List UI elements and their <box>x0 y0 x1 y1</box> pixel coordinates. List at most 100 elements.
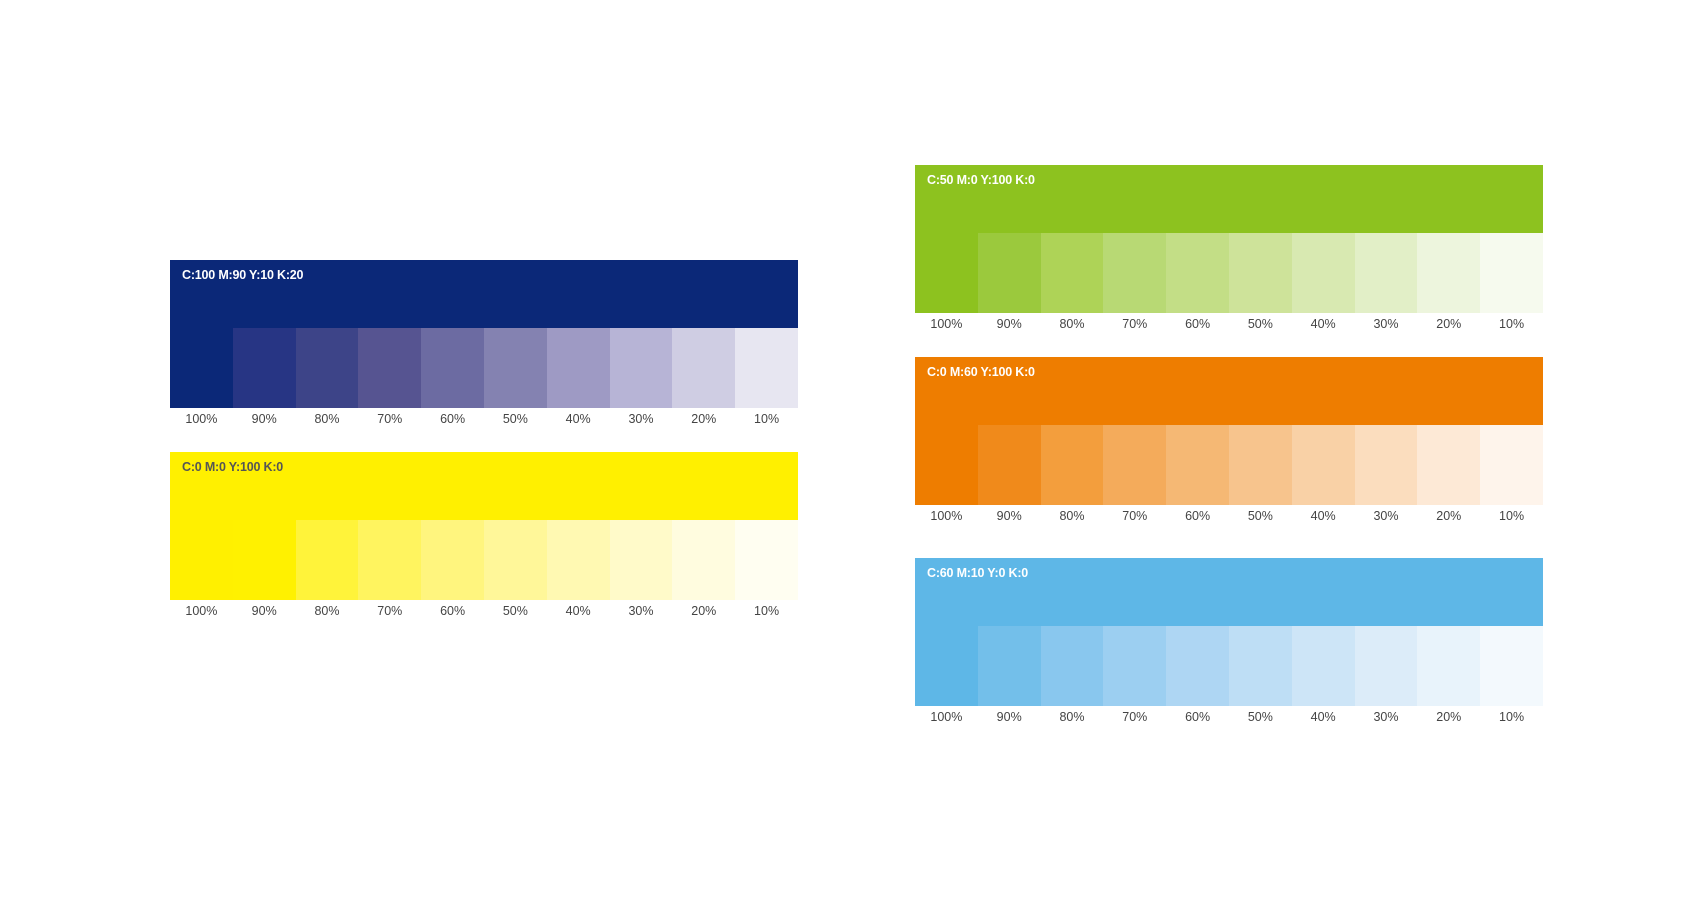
cmyk-code-label: C:0 M:60 Y:100 K:0 <box>927 365 1035 379</box>
swatch-40-percent <box>546 520 610 600</box>
palette-base-band: C:0 M:0 Y:100 K:0 <box>170 452 798 520</box>
percent-label: 20% <box>1436 509 1462 523</box>
percent-label: 50% <box>502 604 528 618</box>
percent-label: 10% <box>754 604 780 618</box>
percent-label: 40% <box>1310 317 1336 331</box>
tint-swatch-row <box>915 233 1543 313</box>
percent-label: 50% <box>1247 710 1273 724</box>
tint-percent-labels: 100% 90% 80% 70% 60% 50% 40% 30% 20% 10% <box>170 408 798 430</box>
tint-percent-labels: 100% 90% 80% 70% 60% 50% 40% 30% 20% 10% <box>170 600 798 622</box>
percent-label: 40% <box>1310 710 1336 724</box>
percent-label: 70% <box>377 412 403 426</box>
percent-label: 60% <box>440 604 466 618</box>
swatch-80-percent <box>1040 626 1104 706</box>
percent-label: 100% <box>930 317 963 331</box>
swatch-40-percent <box>1291 233 1355 313</box>
percent-label: 90% <box>251 604 277 618</box>
tint-percent-labels: 100% 90% 80% 70% 60% 50% 40% 30% 20% 10% <box>915 505 1543 527</box>
swatch-60-percent <box>1166 425 1229 505</box>
percent-label: 30% <box>1373 710 1399 724</box>
percent-label: 90% <box>996 509 1022 523</box>
swatch-60-percent <box>1166 626 1229 706</box>
swatch-70-percent <box>358 328 422 408</box>
swatch-30-percent <box>1354 425 1418 505</box>
percent-label: 30% <box>628 604 654 618</box>
percent-label: 10% <box>754 412 780 426</box>
percent-label: 70% <box>1122 317 1148 331</box>
percent-label: 40% <box>1310 509 1336 523</box>
swatch-40-percent <box>546 328 610 408</box>
palette-base-band: C:100 M:90 Y:10 K:20 <box>170 260 798 328</box>
swatch-70-percent <box>358 520 422 600</box>
percent-label: 90% <box>251 412 277 426</box>
percent-label: 10% <box>1499 710 1525 724</box>
percent-label: 10% <box>1499 509 1525 523</box>
swatch-30-percent <box>1354 233 1418 313</box>
swatch-10-percent <box>735 328 798 408</box>
color-palette-green: C:50 M:0 Y:100 K:0 100% 90% 80% 70% 60% 50% 40… <box>915 165 1543 335</box>
percent-label: 70% <box>377 604 403 618</box>
percent-label: 80% <box>1059 710 1085 724</box>
tint-swatch-row <box>915 425 1543 505</box>
swatch-60-percent <box>1166 233 1229 313</box>
percent-label: 80% <box>314 604 340 618</box>
swatch-20-percent <box>672 520 736 600</box>
percent-label: 100% <box>185 604 218 618</box>
swatch-10-percent <box>1480 626 1543 706</box>
swatch-70-percent <box>1103 425 1167 505</box>
swatch-90-percent <box>977 626 1041 706</box>
percent-label: 60% <box>1185 317 1211 331</box>
swatch-30-percent <box>609 520 673 600</box>
palette-base-band: C:50 M:0 Y:100 K:0 <box>915 165 1543 233</box>
swatch-100-percent <box>915 233 978 313</box>
percent-label: 20% <box>1436 317 1462 331</box>
swatch-80-percent <box>295 328 359 408</box>
percent-label: 80% <box>1059 317 1085 331</box>
percent-label: 60% <box>1185 509 1211 523</box>
tint-swatch-row <box>170 520 798 600</box>
swatch-50-percent <box>1228 233 1292 313</box>
percent-label: 90% <box>996 317 1022 331</box>
swatch-50-percent <box>1228 425 1292 505</box>
swatch-20-percent <box>1417 425 1481 505</box>
percent-label: 40% <box>565 604 591 618</box>
swatch-100-percent <box>170 520 233 600</box>
swatch-80-percent <box>1040 233 1104 313</box>
percent-label: 70% <box>1122 509 1148 523</box>
swatch-50-percent <box>1228 626 1292 706</box>
percent-label: 30% <box>1373 317 1399 331</box>
swatch-100-percent <box>170 328 233 408</box>
swatch-20-percent <box>672 328 736 408</box>
swatch-50-percent <box>483 520 547 600</box>
percent-label: 60% <box>440 412 466 426</box>
swatch-60-percent <box>421 328 484 408</box>
swatch-90-percent <box>977 233 1041 313</box>
swatch-30-percent <box>1354 626 1418 706</box>
swatch-80-percent <box>295 520 359 600</box>
swatch-60-percent <box>421 520 484 600</box>
cmyk-code-label: C:0 M:0 Y:100 K:0 <box>182 460 284 474</box>
swatch-10-percent <box>735 520 798 600</box>
color-palette-orange: C:0 M:60 Y:100 K:0 100% 90% 80% 70% 60% 50% 40… <box>915 357 1543 527</box>
percent-label: 100% <box>185 412 218 426</box>
swatch-40-percent <box>1291 425 1355 505</box>
percent-label: 100% <box>930 509 963 523</box>
palette-base-band: C:60 M:10 Y:0 K:0 <box>915 558 1543 626</box>
color-palette-navy: C:100 M:90 Y:10 K:20 100% 90% 80% 70% 60% 50%… <box>170 260 798 430</box>
swatch-100-percent <box>915 425 978 505</box>
tint-swatch-row <box>915 626 1543 706</box>
swatch-70-percent <box>1103 233 1167 313</box>
swatch-90-percent <box>232 328 296 408</box>
cmyk-code-label: C:50 M:0 Y:100 K:0 <box>927 173 1035 187</box>
swatch-90-percent <box>977 425 1041 505</box>
swatch-100-percent <box>915 626 978 706</box>
cmyk-code-label: C:60 M:10 Y:0 K:0 <box>927 566 1029 580</box>
swatch-50-percent <box>483 328 547 408</box>
tint-percent-labels: 100% 90% 80% 70% 60% 50% 40% 30% 20% 10% <box>915 706 1543 728</box>
swatch-90-percent <box>232 520 296 600</box>
percent-label: 10% <box>1499 317 1525 331</box>
color-palette-sky-blue: C:60 M:10 Y:0 K:0 100% 90% 80% 70% 60% 50% 40%… <box>915 558 1543 728</box>
percent-label: 50% <box>502 412 528 426</box>
swatch-20-percent <box>1417 233 1481 313</box>
swatch-10-percent <box>1480 233 1543 313</box>
